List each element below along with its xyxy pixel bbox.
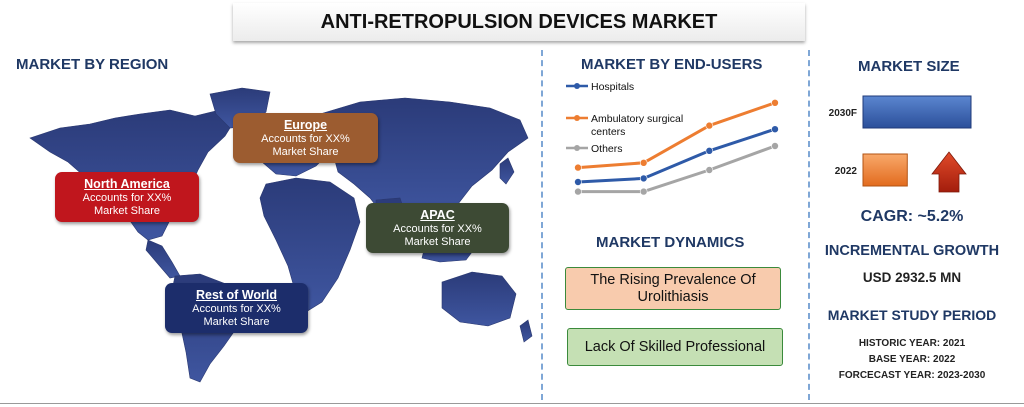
driver-box: The Rising Prevalence Of Urolithiasis [565, 267, 781, 310]
bottom-rule [0, 403, 1024, 404]
central-america-shape [145, 239, 181, 279]
region-name-rest-of-world: Rest of World [195, 288, 278, 302]
incremental-value: USD 2932.5 MN [862, 270, 962, 285]
bar-label-2030F: 2030F [829, 108, 857, 119]
base-year: BASE YEAR: 2022 [868, 354, 956, 365]
region-share-rest-of-world: Accounts for XX% [192, 303, 281, 315]
cagr-text: CAGR: ~5.2% [860, 208, 964, 225]
legend-marker-0 [574, 83, 580, 89]
series-0-point-3 [771, 125, 779, 134]
region-name-north-america: North America [84, 177, 170, 191]
legend-label-2: Others [591, 143, 623, 155]
region-name-europe: Europe [283, 118, 328, 132]
series-line-1 [577, 101, 776, 170]
market-size-bar-chart: 2030F 2022 [829, 95, 972, 193]
legend-label-0: Hospitals [591, 81, 634, 93]
region-share-north-america: Accounts for XX% [82, 192, 172, 204]
series-2-point-3 [771, 142, 779, 150]
dynamics-heading: MARKET DYNAMICS [596, 234, 745, 251]
endusers-legend: Hospitals Ambulatory surgical centers Other… [566, 81, 683, 155]
divider-right [808, 50, 810, 400]
series-0-point-1 [639, 174, 648, 183]
series-line-0 [577, 127, 776, 184]
legend-marker-1 [574, 115, 580, 121]
restraint-text: Lack Of Skilled Professional [584, 338, 766, 355]
bar-label-2022: 2022 [835, 166, 858, 177]
region-box-rest-of-world: Rest of World Accounts for XX% Market Sh… [165, 283, 308, 333]
endusers-heading: MARKET BY END-USERS [581, 56, 763, 73]
africa-shape [259, 177, 361, 313]
legend-marker-2 [574, 145, 580, 151]
bar-2022 [862, 153, 908, 187]
region-share-europe: Accounts for XX% [261, 133, 350, 145]
restraint-box: Lack Of Skilled Professional [567, 328, 783, 366]
series-2-point-2 [705, 166, 714, 174]
growth-arrow-icon [931, 151, 967, 193]
bar-2030F [862, 95, 972, 129]
page-title: ANTI-RETROPULSION DEVICES MARKET [320, 10, 718, 33]
series-0-point-0 [574, 178, 582, 186]
size-heading: MARKET SIZE [858, 58, 960, 75]
region-market-share-rest-of-world: Market Share [203, 316, 270, 328]
series-2-point-0 [574, 187, 582, 196]
series-1-point-3 [771, 98, 779, 107]
endusers-line-chart: Hospitals Ambulatory surgical centers Other… [566, 81, 779, 196]
region-heading: MARKET BY REGION [16, 56, 169, 73]
region-share-apac: Accounts for XX% [393, 223, 482, 235]
region-name-apac: APAC [420, 208, 455, 222]
series-2-point-1 [639, 187, 648, 196]
series-0-point-2 [705, 147, 714, 155]
new-zealand-shape [519, 319, 533, 343]
incremental-heading: INCREMENTAL GROWTH [824, 243, 1000, 259]
historic-year: HISTORIC YEAR: 2021 [858, 338, 966, 349]
forecast-year: FORCECAST YEAR: 2023-2030 [838, 370, 986, 381]
page-title-box: ANTI-RETROPULSION DEVICES MARKET [233, 3, 805, 41]
australia-shape [441, 271, 517, 327]
legend-label-1: Ambulatory surgical centers [591, 113, 683, 138]
divider-left [541, 50, 543, 400]
region-market-share-europe: Market Share [272, 146, 339, 158]
region-box-apac: APAC Accounts for XX% Market Share [366, 203, 509, 253]
region-box-north-america: North America Accounts for XX% Market Sh… [55, 172, 199, 222]
market-size-bars: 2030F 2022 [829, 95, 972, 187]
series-line-2 [578, 144, 776, 194]
region-market-share-north-america: Market Share [93, 205, 161, 217]
endusers-series [574, 98, 779, 196]
series-1-point-2 [705, 121, 714, 130]
series-1-point-1 [639, 159, 648, 167]
study-period-heading: MARKET STUDY PERIOD [827, 307, 997, 323]
region-market-share-apac: Market Share [404, 236, 471, 248]
region-box-europe: Europe Accounts for XX% Market Share [233, 113, 378, 163]
japan-shape [499, 157, 515, 185]
driver-text: The Rising Prevalence Of Urolithiasis [590, 271, 756, 305]
series-1-point-0 [574, 163, 582, 172]
